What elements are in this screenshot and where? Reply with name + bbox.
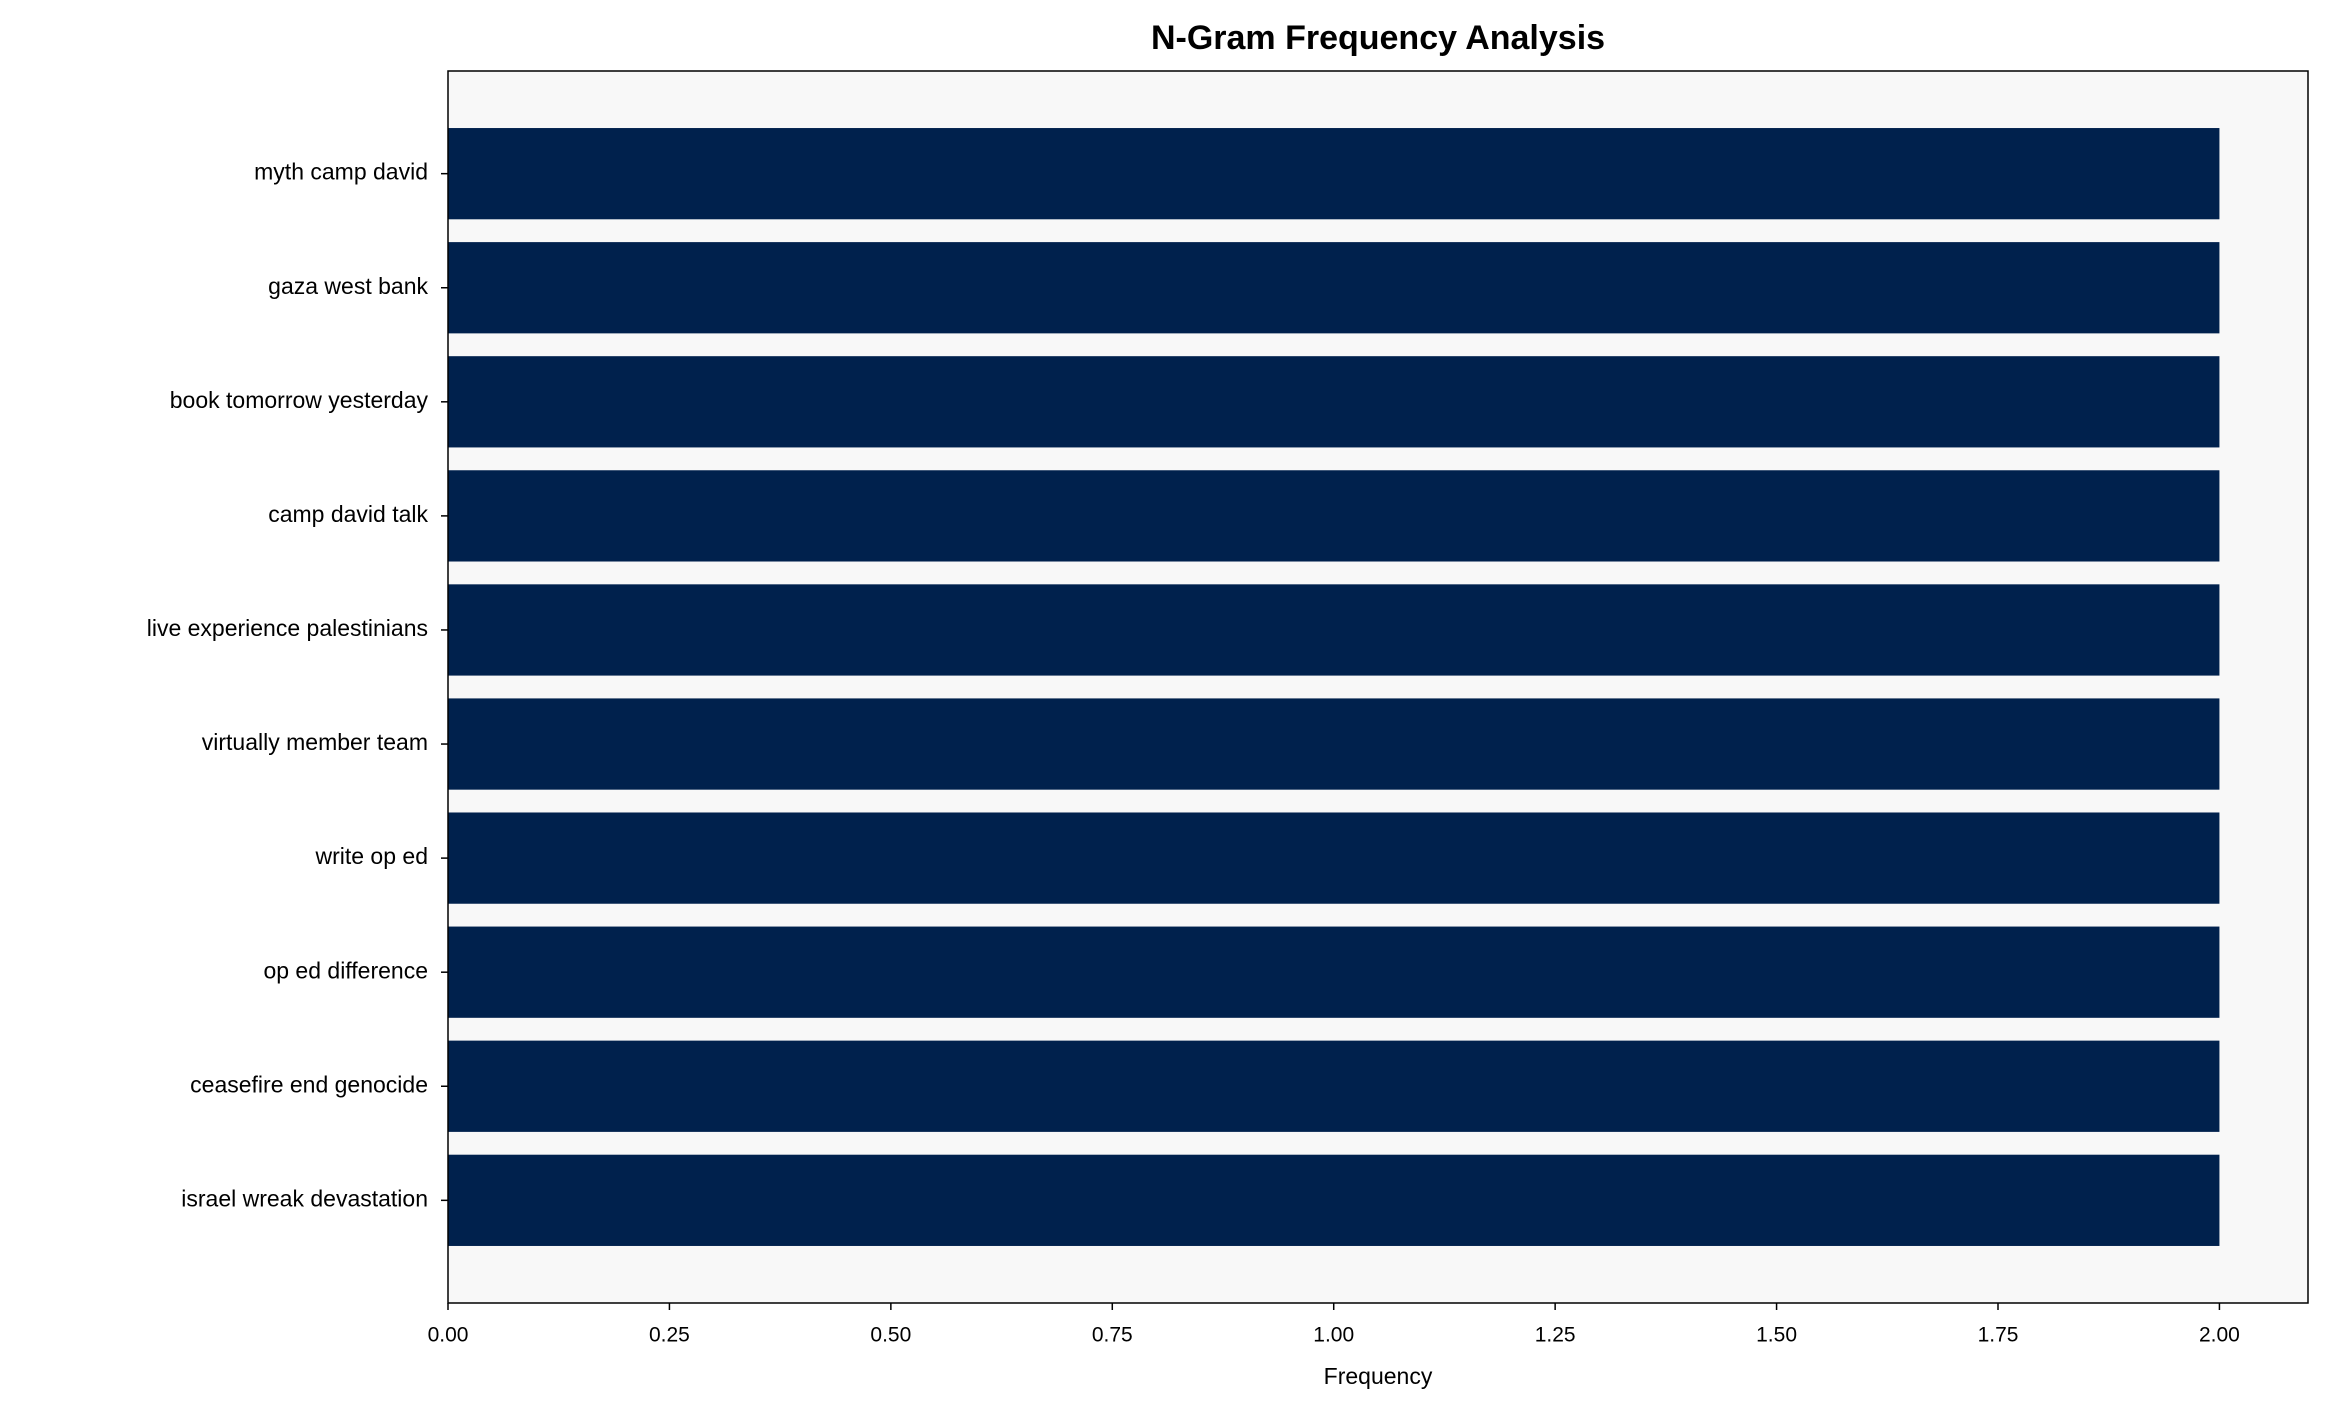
x-tick-label: 0.00 <box>428 1324 469 1347</box>
bar <box>448 356 2220 448</box>
x-tick-label: 1.75 <box>1978 1324 2019 1347</box>
x-tick-label: 1.50 <box>1756 1324 1797 1347</box>
x-tick-label: 0.25 <box>649 1324 690 1347</box>
y-tick-label: write op ed <box>314 843 428 869</box>
x-tick-label: 0.50 <box>870 1324 911 1347</box>
plot-frame <box>447 70 2309 1304</box>
y-tick-label: myth camp david <box>254 159 428 185</box>
x-axis-label: Frequency <box>1324 1363 1433 1389</box>
bar <box>448 926 2220 1018</box>
y-tick-label: ceasefire end genocide <box>190 1071 428 1097</box>
bar <box>448 812 2220 904</box>
y-tick-label: op ed difference <box>263 957 428 983</box>
bar <box>448 470 2220 562</box>
bar <box>448 1154 2220 1246</box>
x-tick-label: 0.75 <box>1092 1324 1133 1347</box>
bar <box>448 584 2220 676</box>
x-tick-label: 1.25 <box>1535 1324 1576 1347</box>
x-tick-label: 2.00 <box>2199 1324 2240 1347</box>
y-tick-label: camp david talk <box>268 501 428 527</box>
chart-title: N-Gram Frequency Analysis <box>1151 19 1605 57</box>
x-tick-label: 1.00 <box>1313 1324 1354 1347</box>
bar <box>448 128 2220 220</box>
y-tick-label: israel wreak devastation <box>181 1185 428 1211</box>
bar <box>448 1040 2220 1132</box>
y-tick-label: gaza west bank <box>268 273 428 299</box>
y-tick-label: book tomorrow yesterday <box>170 387 429 413</box>
bar <box>448 698 2220 790</box>
y-tick-label: live experience palestinians <box>147 615 428 641</box>
y-tick-label: virtually member team <box>202 729 428 755</box>
bar <box>448 242 2220 334</box>
